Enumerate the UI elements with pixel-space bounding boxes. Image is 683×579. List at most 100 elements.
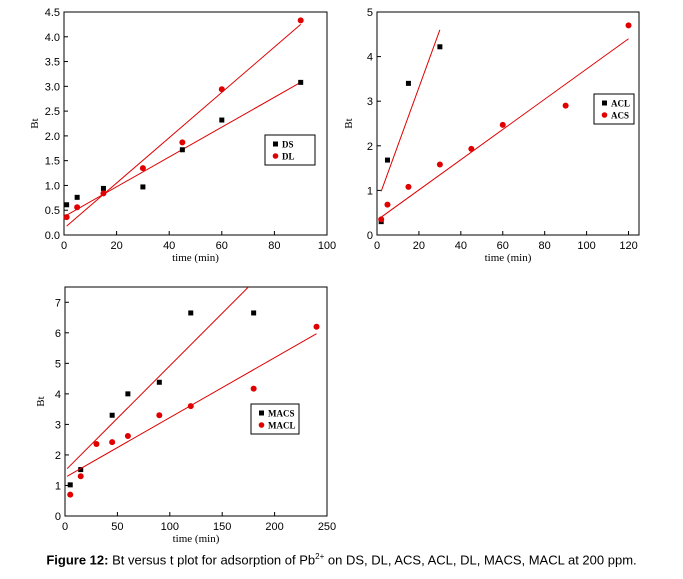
data-point-macl [156, 412, 163, 419]
y-tick-label: 7 [55, 297, 61, 309]
data-point-dl [63, 214, 70, 221]
data-point-macl [313, 323, 320, 330]
data-point-acs [405, 183, 412, 190]
x-tick-label: 50 [111, 521, 123, 533]
y-tick-label: 3 [55, 419, 61, 431]
chart-panel-2: 0 20 40 60 80 100 120 0 1 2 3 4 5 time (min) Bt ACL ACS [343, 7, 640, 264]
data-point-ds [179, 147, 185, 153]
x-axis-label: time (min) [173, 533, 220, 545]
data-point-acs [384, 201, 391, 208]
legend: DS DL [264, 134, 316, 166]
data-point-dl [179, 139, 186, 146]
y-tick-label: 3 [367, 96, 373, 108]
data-point-dl [139, 165, 146, 172]
y-tick-label: 1.5 [45, 156, 60, 168]
legend-marker-dl [272, 153, 279, 159]
legend-marker-acs [601, 112, 608, 118]
legend-label-macl: MACL [268, 421, 296, 431]
data-point-acs [468, 145, 475, 152]
series-acs [378, 22, 632, 223]
legend-marker-macl [258, 422, 265, 428]
series-macs [66, 287, 257, 488]
legend-box [250, 403, 300, 435]
data-point-macs [156, 379, 162, 385]
caption-superscript: 2+ [315, 552, 325, 561]
series-dl [63, 17, 304, 227]
data-point-dl [218, 86, 225, 93]
y-tick-label: 1.0 [45, 180, 60, 192]
y-axis-label: Bt [35, 396, 47, 406]
data-point-ds [140, 184, 146, 190]
y-tick-label: 6 [55, 328, 61, 340]
data-point-dl [74, 204, 81, 211]
x-axis-label: time (min) [172, 252, 219, 264]
legend-label-macs: MACS [268, 409, 295, 419]
data-point-acl [384, 157, 390, 163]
data-point-acs [562, 102, 569, 109]
x-tick-label: 40 [163, 240, 175, 252]
y-tick-label: 1 [55, 480, 61, 492]
x-tick-label: 60 [216, 240, 228, 252]
plot-frame [376, 11, 640, 236]
y-tick-label: 3.0 [45, 81, 60, 93]
x-tick-label: 0 [374, 240, 380, 252]
legend-label-dl: DL [282, 152, 295, 162]
fit-line-acs [380, 38, 629, 218]
x-tick-label: 100 [161, 521, 179, 533]
x-tick-label: 80 [539, 240, 551, 252]
plot-frame [64, 286, 328, 517]
data-point-dl [297, 17, 304, 24]
legend-label-ds: DS [282, 140, 294, 150]
data-point-macl [187, 403, 194, 410]
data-point-macs [125, 391, 131, 397]
y-tick-label: 4.0 [45, 32, 60, 44]
y-tick-label: 0.5 [45, 205, 60, 217]
x-tick-label: 200 [265, 521, 283, 533]
y-axis-label: Bt [343, 118, 355, 128]
x-tick-label: 150 [213, 521, 231, 533]
y-tick-label: 1 [367, 185, 373, 197]
data-point-macl [250, 385, 257, 392]
data-point-macs [67, 482, 73, 488]
data-point-acl [405, 80, 411, 86]
data-point-ds [74, 194, 80, 200]
data-point-macl [77, 473, 84, 480]
x-tick-label: 40 [455, 240, 467, 252]
legend-marker-acl [602, 100, 607, 106]
legend-box [593, 93, 635, 125]
series-acl [378, 29, 443, 225]
y-tick-label: 5 [367, 7, 373, 19]
series-macl [66, 323, 320, 498]
y-tick-label: 4 [367, 52, 373, 64]
x-tick-label: 20 [413, 240, 425, 252]
figure-caption: Figure 12: Bt versus t plot for adsorpti… [0, 552, 683, 567]
legend-marker-ds [273, 141, 278, 147]
x-tick-label: 20 [110, 240, 122, 252]
data-point-acs [436, 161, 443, 168]
chart-panel-1: 0 20 40 60 80 100 0.0 0.5 1.0 1.5 2.0 2.5 3.0 3.5 4.0 4… [29, 7, 336, 264]
x-tick-label: 120 [619, 240, 637, 252]
y-tick-label: 5 [55, 358, 61, 370]
legend-label-acs: ACS [611, 111, 629, 121]
data-point-ds [64, 202, 70, 208]
y-tick-label: 0 [367, 230, 373, 242]
y-tick-label: 4.5 [45, 7, 60, 19]
data-point-macs [78, 467, 84, 473]
caption-label: Figure 12: [46, 552, 109, 568]
legend-marker-macs [259, 410, 264, 416]
legend: MACS MACL [250, 403, 300, 435]
data-point-acs [378, 216, 385, 223]
x-tick-label: 250 [318, 521, 336, 533]
data-point-ds [298, 79, 304, 85]
data-point-ds [100, 185, 106, 191]
y-tick-label: 2.5 [45, 106, 60, 118]
y-tick-label: 2 [367, 141, 373, 153]
legend-label-acl: ACL [611, 99, 630, 109]
data-point-macl [67, 491, 74, 498]
x-tick-label: 60 [497, 240, 509, 252]
caption-text-after: on DS, DL, ACS, ACL, DL, MACS, MACL at 2… [324, 552, 637, 568]
y-tick-label: 2.0 [45, 131, 60, 143]
legend-box [264, 134, 316, 166]
